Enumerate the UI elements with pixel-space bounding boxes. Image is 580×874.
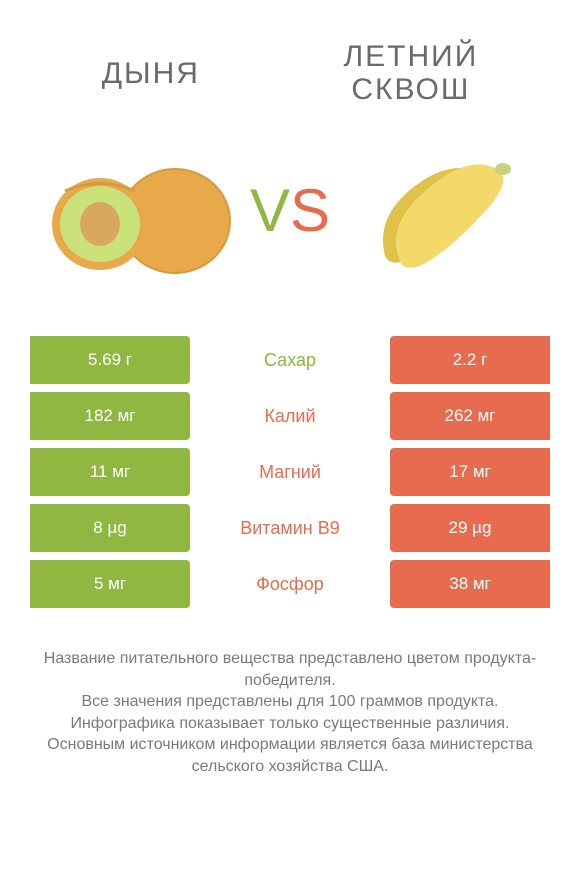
nutrient-label: Фосфор bbox=[190, 560, 390, 608]
footer-line-4: Основным источником информации является … bbox=[40, 734, 540, 777]
table-row: 5.69 гСахар2.2 г bbox=[30, 336, 550, 384]
footer-line-3: Инфографика показывает только существенн… bbox=[40, 713, 540, 735]
footer-notes: Название питательного вещества представл… bbox=[30, 648, 550, 778]
vs-label: V S bbox=[250, 181, 330, 241]
nutrient-label: Калий bbox=[190, 392, 390, 440]
footer-line-2: Все значения представлены для 100 граммо… bbox=[40, 691, 540, 713]
infographic: ДЫНЯ ЛЕТНИЙ СКВОШ V S 5.69 гСаха bbox=[0, 0, 580, 874]
right-image-slot bbox=[330, 136, 550, 286]
left-value: 11 мг bbox=[30, 448, 190, 496]
images-row: V S bbox=[30, 116, 550, 306]
table-row: 11 мгМагний17 мг bbox=[30, 448, 550, 496]
title-right: ЛЕТНИЙ СКВОШ bbox=[343, 40, 478, 106]
left-value: 182 мг bbox=[30, 392, 190, 440]
left-value: 5.69 г bbox=[30, 336, 190, 384]
left-value: 5 мг bbox=[30, 560, 190, 608]
left-value: 8 µg bbox=[30, 504, 190, 552]
right-value: 17 мг bbox=[390, 448, 550, 496]
melon-icon bbox=[45, 136, 235, 286]
footer-line-1: Название питательного вещества представл… bbox=[40, 648, 540, 691]
table-row: 8 µgВитамин B929 µg bbox=[30, 504, 550, 552]
right-value: 29 µg bbox=[390, 504, 550, 552]
title-left: ДЫНЯ bbox=[102, 57, 200, 90]
right-value: 38 мг bbox=[390, 560, 550, 608]
titles-row: ДЫНЯ ЛЕТНИЙ СКВОШ bbox=[30, 40, 550, 106]
vs-s: S bbox=[290, 181, 330, 241]
vs-v: V bbox=[250, 181, 290, 241]
left-image-slot bbox=[30, 136, 250, 286]
nutrient-label: Сахар bbox=[190, 336, 390, 384]
nutrient-label: Витамин B9 bbox=[190, 504, 390, 552]
table-row: 182 мгКалий262 мг bbox=[30, 392, 550, 440]
nutrient-label: Магний bbox=[190, 448, 390, 496]
right-value: 2.2 г bbox=[390, 336, 550, 384]
right-value: 262 мг bbox=[390, 392, 550, 440]
table-row: 5 мгФосфор38 мг bbox=[30, 560, 550, 608]
squash-icon bbox=[355, 136, 525, 286]
comparison-table: 5.69 гСахар2.2 г 182 мгКалий262 мг 11 мгМа… bbox=[30, 336, 550, 608]
